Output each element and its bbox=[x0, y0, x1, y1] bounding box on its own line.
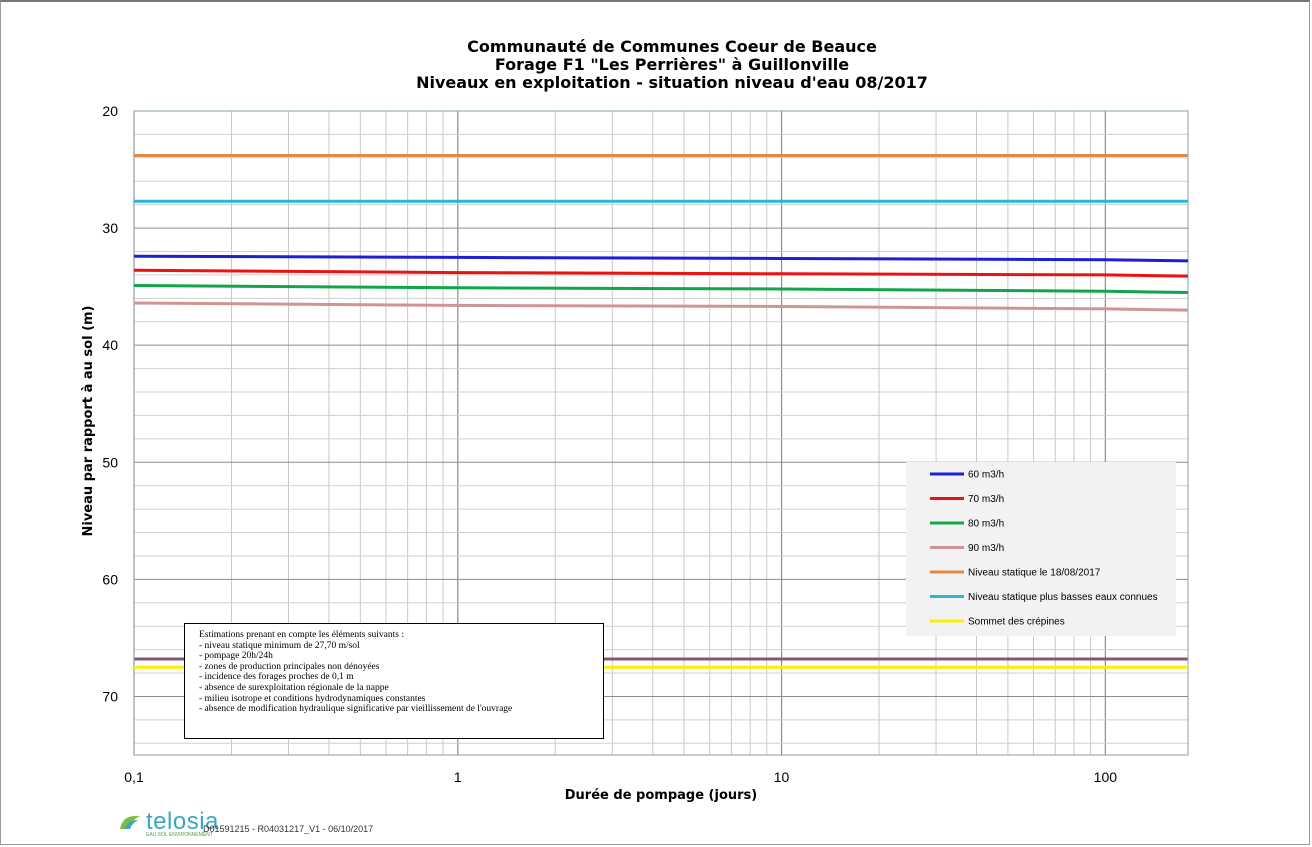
x-tick-label: 1 bbox=[454, 769, 462, 785]
chart-title-line: Niveaux en exploitation - situation nive… bbox=[416, 73, 928, 92]
legend-label: Niveau statique le 18/08/2017 bbox=[968, 568, 1101, 579]
x-axis-title: Durée de pompage (jours) bbox=[565, 788, 757, 803]
legend: 60 m3/h 70 m3/h 80 m3/h 90 m3/h Niveau stati… bbox=[906, 462, 1176, 636]
legend-label: 90 m3/h bbox=[968, 543, 1004, 554]
legend-label: Niveau statique plus basses eaux connues bbox=[968, 592, 1158, 603]
series-line-2 bbox=[133, 268, 1189, 278]
logo-wordmark: telosia bbox=[146, 808, 219, 835]
y-tick-label: 70 bbox=[102, 688, 118, 704]
y-tick-label: 30 bbox=[102, 220, 118, 236]
y-axis-title: Niveau par rapport à au sol (m) bbox=[81, 305, 96, 536]
logo-tagline: EAU SOL ENVIRONNEMENT bbox=[146, 832, 213, 838]
assumption-line: - niveau statique minimum de 27,70 m/sol bbox=[199, 640, 360, 651]
telosia-logo: telosia EAU SOL ENVIRONNEMENT bbox=[118, 808, 219, 838]
y-tick-label: 20 bbox=[102, 103, 118, 119]
assumption-line: - zones de production principales non dé… bbox=[199, 661, 380, 672]
x-tick-label: 100 bbox=[1094, 769, 1118, 785]
legend-label: Sommet des crépines bbox=[968, 617, 1065, 628]
y-tick-label: 40 bbox=[102, 337, 118, 353]
assumption-line: - incidence des forages proches de 0,1 m bbox=[199, 672, 354, 683]
x-tick-label: 10 bbox=[774, 769, 790, 785]
legend-label: 60 m3/h bbox=[968, 470, 1004, 481]
assumption-line: - milieu isotrope et conditions hydrodyn… bbox=[199, 693, 426, 704]
assumptions-box: Estimations prenant en compte les élémen… bbox=[184, 623, 604, 739]
assumption-line: Estimations prenant en compte les élémen… bbox=[199, 630, 404, 640]
y-tick-label: 50 bbox=[102, 454, 118, 470]
document-reference: D01591215 - R04031217_V1 - 06/10/2017 bbox=[203, 824, 374, 834]
chart-title-line: Forage F1 "Les Perrières" à Guillonville bbox=[495, 55, 849, 74]
plot-area-border bbox=[133, 110, 1189, 756]
assumption-line: - absence de modification hydraulique si… bbox=[199, 704, 513, 715]
legend-label: 80 m3/h bbox=[968, 519, 1004, 530]
assumption-line: - absence de surexploitation régionale d… bbox=[199, 682, 389, 693]
chart-title: Communauté de Communes Coeur de BeauceFo… bbox=[416, 37, 928, 92]
x-tick-label: 0,1 bbox=[124, 769, 144, 785]
axis-ticks: 0,1 1 10 100 20 30 40 50 60 70 bbox=[102, 103, 1117, 785]
series-line-4 bbox=[133, 301, 1189, 312]
assumption-line: - pompage 20h/24h bbox=[199, 651, 273, 662]
series-line-3 bbox=[133, 284, 1189, 294]
legend-label: 70 m3/h bbox=[968, 494, 1004, 505]
logo-mark-icon bbox=[120, 815, 140, 829]
chart-title-line: Communauté de Communes Coeur de Beauce bbox=[467, 37, 877, 56]
y-tick-label: 60 bbox=[102, 571, 118, 587]
series-lines bbox=[133, 154, 1189, 669]
series-line-1 bbox=[133, 254, 1189, 263]
